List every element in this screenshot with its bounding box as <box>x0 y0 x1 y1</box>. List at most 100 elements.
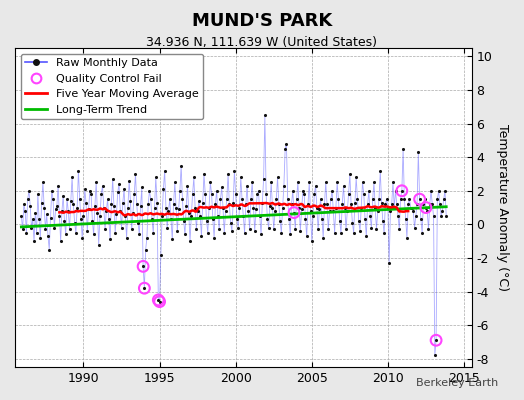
Point <box>234 224 243 231</box>
Point <box>191 204 199 211</box>
Point <box>209 216 217 222</box>
Point <box>61 231 70 238</box>
Point <box>372 226 380 233</box>
Point <box>396 196 405 202</box>
Point <box>416 196 424 202</box>
Point <box>333 179 341 186</box>
Point <box>423 208 431 214</box>
Point <box>145 188 154 194</box>
Point <box>257 231 265 238</box>
Point <box>419 201 428 208</box>
Legend: Raw Monthly Data, Quality Control Fail, Five Year Moving Average, Long-Term Tren: Raw Monthly Data, Quality Control Fail, … <box>20 54 203 119</box>
Point <box>200 171 208 177</box>
Point <box>59 193 68 199</box>
Point <box>153 199 161 206</box>
Point <box>181 231 189 238</box>
Point <box>73 204 81 211</box>
Point <box>287 201 296 208</box>
Point <box>83 228 92 234</box>
Point <box>149 230 157 236</box>
Point <box>417 216 425 222</box>
Point <box>206 179 214 186</box>
Point <box>63 196 71 202</box>
Point <box>125 178 133 184</box>
Point <box>35 216 43 222</box>
Point <box>420 196 429 202</box>
Point <box>435 201 444 208</box>
Point <box>140 285 149 291</box>
Point <box>68 174 77 180</box>
Point <box>408 204 416 211</box>
Point <box>27 224 36 231</box>
Point <box>337 230 345 236</box>
Point <box>331 230 339 236</box>
Point <box>160 168 169 174</box>
Point <box>220 230 228 236</box>
Point <box>353 196 362 202</box>
Point <box>318 216 326 222</box>
Point <box>51 206 60 212</box>
Point <box>158 213 166 219</box>
Point <box>18 226 27 233</box>
Point <box>190 174 198 180</box>
Point <box>418 230 427 236</box>
Point <box>248 179 256 186</box>
Point <box>267 179 276 186</box>
Point <box>285 216 293 222</box>
Point <box>124 204 132 211</box>
Point <box>392 201 401 208</box>
Point <box>143 235 151 241</box>
Point <box>329 208 337 214</box>
Point <box>310 191 319 197</box>
Point <box>368 196 377 202</box>
Point <box>268 204 277 211</box>
Point <box>132 171 140 177</box>
Point <box>289 188 297 194</box>
Point <box>438 208 446 214</box>
Point <box>189 191 197 197</box>
Point <box>280 182 288 189</box>
Point <box>69 201 78 208</box>
Point <box>365 188 373 194</box>
Point <box>147 196 155 202</box>
Point <box>54 182 62 189</box>
Point <box>276 218 285 224</box>
Point <box>322 179 330 186</box>
Point <box>120 186 128 192</box>
Point <box>219 204 227 211</box>
Point <box>212 188 221 194</box>
Point <box>259 176 268 182</box>
Point <box>409 208 418 214</box>
Point <box>232 191 240 197</box>
Point <box>335 218 344 224</box>
Point <box>108 176 117 182</box>
Point <box>126 198 135 204</box>
Point <box>320 201 329 208</box>
Point <box>81 186 89 192</box>
Point <box>300 191 309 197</box>
Point <box>338 201 346 208</box>
Point <box>37 199 46 206</box>
Point <box>348 220 356 226</box>
Point <box>316 196 325 202</box>
Point <box>314 226 322 233</box>
Point <box>379 218 387 224</box>
Point <box>201 191 210 197</box>
Point <box>262 191 270 197</box>
Point <box>148 216 156 222</box>
Point <box>342 226 350 233</box>
Point <box>74 168 83 174</box>
Point <box>72 230 80 236</box>
Point <box>414 149 422 155</box>
Point <box>441 188 449 194</box>
Text: Berkeley Earth: Berkeley Earth <box>416 378 498 388</box>
Point <box>44 233 52 239</box>
Point <box>92 179 101 186</box>
Point <box>295 204 303 211</box>
Point <box>351 199 359 206</box>
Point <box>347 201 355 208</box>
Point <box>256 213 264 219</box>
Point <box>91 203 99 209</box>
Point <box>266 203 274 209</box>
Point <box>361 216 369 222</box>
